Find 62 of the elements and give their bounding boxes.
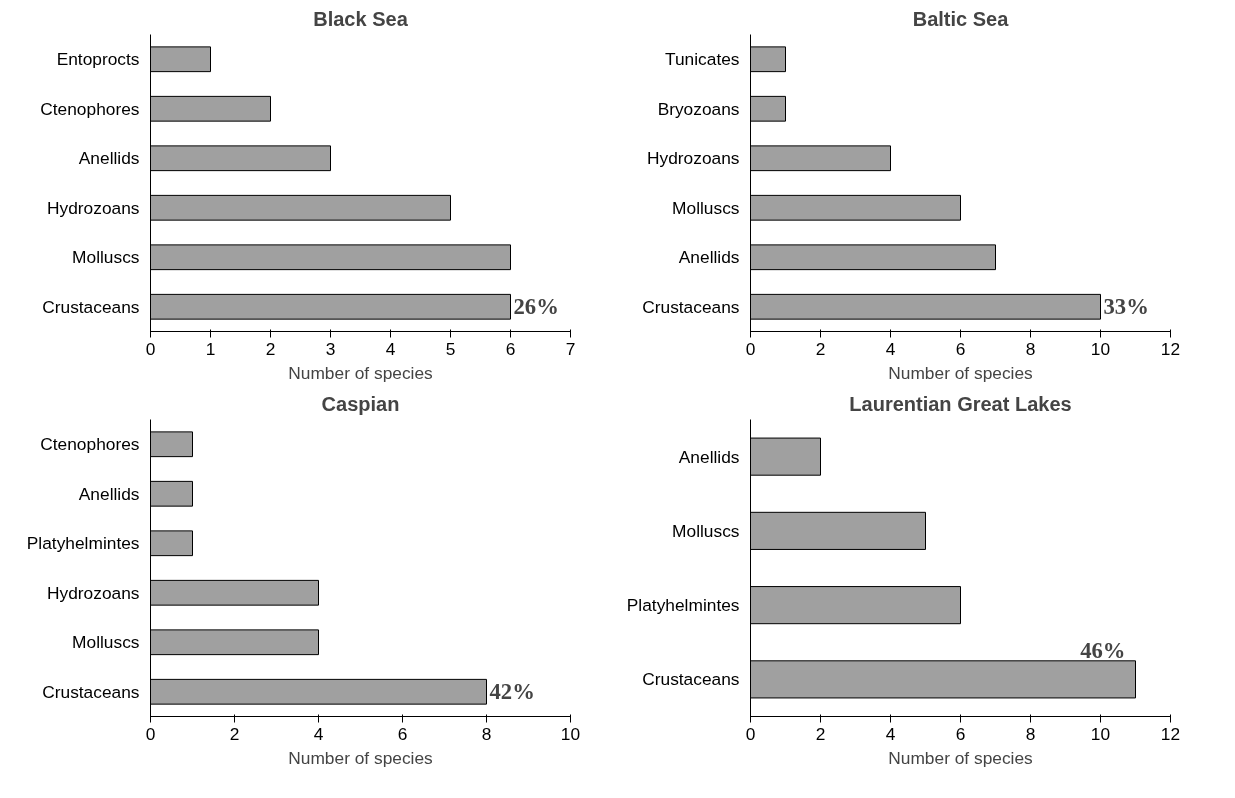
y-tick-label: Hydrozoans [647, 148, 740, 169]
y-tick-label: Hydrozoans [47, 582, 140, 603]
y-tick-label: Anellids [678, 247, 740, 268]
chart-title: Black Sea [313, 7, 409, 30]
x-tick-label: 6 [955, 338, 966, 359]
x-tick-label: 4 [885, 338, 896, 359]
y-tick-label: Anellids [678, 446, 740, 467]
y-tick-label: Crustaceans [42, 296, 140, 317]
x-axis-title: Number of species [288, 747, 434, 768]
x-tick-label: 12 [1160, 723, 1181, 744]
x-tick-label: 10 [560, 723, 581, 744]
x-tick-label: 3 [325, 338, 336, 359]
y-tick-label: Molluscs [72, 247, 140, 268]
x-tick-label: 6 [505, 338, 516, 359]
x-tick-label: 8 [481, 723, 492, 744]
x-tick-label: 7 [565, 338, 576, 359]
x-tick-label: 5 [445, 338, 456, 359]
x-tick-label: 2 [815, 338, 826, 359]
y-tick-label: Ctenophores [40, 98, 140, 119]
x-tick-label: 12 [1160, 338, 1181, 359]
y-tick-label: Ctenophores [40, 434, 140, 455]
x-tick-label: 6 [397, 723, 408, 744]
x-tick-label: 1 [205, 338, 216, 359]
x-tick-label: 2 [815, 723, 826, 744]
chart-title: Laurentian Great Lakes [849, 392, 1072, 415]
y-tick-label: Entoprocts [56, 49, 140, 70]
y-tick-label: Crustaceans [642, 669, 740, 690]
y-tick-label: Tunicates [665, 49, 740, 70]
y-tick-label: Anellids [78, 148, 140, 169]
x-axis-title: Number of species [888, 747, 1034, 768]
annotation: 46% [1080, 638, 1126, 664]
y-tick-label: Anellids [78, 483, 140, 504]
x-tick-label: 4 [885, 723, 896, 744]
x-tick-label: 0 [745, 338, 756, 359]
x-tick-label: 2 [229, 723, 240, 744]
x-tick-label: 2 [265, 338, 276, 359]
chart-title: Baltic Sea [912, 7, 1010, 30]
y-tick-label: Bryozoans [657, 98, 740, 119]
x-tick-label: 6 [955, 723, 966, 744]
x-tick-label: 8 [1025, 723, 1036, 744]
x-tick-label: 0 [145, 723, 156, 744]
x-axis-title: Number of species [888, 362, 1034, 383]
annotation: 33% [1103, 294, 1149, 320]
y-tick-label: Crustaceans [642, 296, 740, 317]
y-tick-label: Hydrozoans [47, 197, 140, 218]
y-tick-label: Crustaceans [42, 681, 140, 702]
x-tick-label: 0 [145, 338, 156, 359]
x-tick-label: 4 [385, 338, 396, 359]
y-tick-label: Molluscs [672, 197, 740, 218]
x-tick-label: 8 [1025, 338, 1036, 359]
y-tick-label: Platyhelmintes [626, 595, 740, 616]
x-tick-label: 10 [1090, 723, 1111, 744]
y-tick-label: Platyhelmintes [26, 533, 140, 554]
x-tick-label: 10 [1090, 338, 1111, 359]
x-tick-label: 4 [313, 723, 324, 744]
y-tick-label: Molluscs [72, 632, 140, 653]
annotation: 42% [489, 679, 535, 705]
annotation: 26% [513, 294, 559, 320]
x-tick-label: 0 [745, 723, 756, 744]
y-tick-label: Molluscs [672, 520, 740, 541]
x-axis-title: Number of species [288, 362, 434, 383]
chart-title: Caspian [321, 392, 400, 415]
